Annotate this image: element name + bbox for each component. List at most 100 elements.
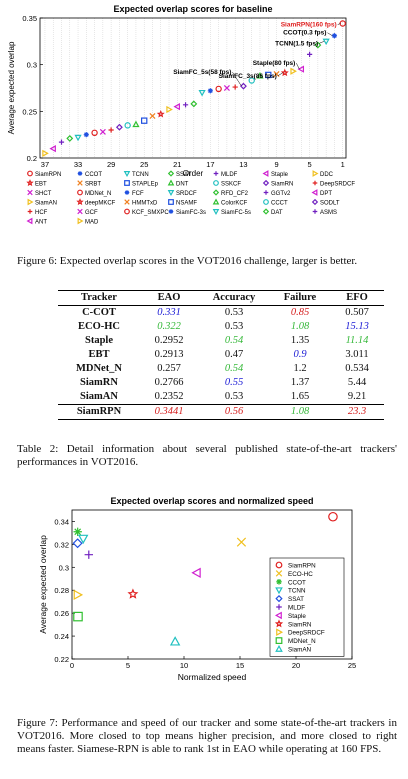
y-tick-label: 0.2 (27, 154, 37, 163)
legend-entry: SSAT (176, 172, 192, 178)
tracker-name: SiamRN (80, 377, 118, 388)
table-cell: 1.2 (293, 363, 307, 374)
table-cell: 0.257 (157, 363, 181, 374)
legend-marker (262, 179, 270, 187)
eao-point (91, 129, 98, 136)
legend-entry: ASMS (320, 210, 337, 216)
legend-marker (275, 570, 283, 577)
table-header-eao: EAO (157, 292, 181, 303)
legend-entry: SRBT (85, 182, 101, 188)
x-tick-label: 0 (70, 661, 74, 670)
eao-point (290, 67, 297, 75)
legend-entry: MAD (85, 220, 99, 226)
table-2: Tracker EAO Accuracy Failure EFO C-COT 0.… (58, 290, 384, 420)
y-tick-label: 0.3 (27, 61, 37, 70)
legend-marker (167, 170, 175, 177)
eao-point (339, 20, 346, 27)
figure-6-caption: Figure 6: Expected overlap scores in the… (17, 255, 358, 267)
scatter-points (72, 511, 338, 646)
table-cell: 1.35 (290, 335, 310, 346)
y-tick-label: 0.28 (54, 586, 69, 595)
table-header-efo: EFO (346, 292, 368, 303)
eao-point (215, 85, 222, 93)
eao-point (132, 120, 140, 128)
figure-7-caption: Figure 7: Performance and speed of our t… (17, 717, 397, 755)
x-tick-label: 15 (236, 661, 244, 670)
table-cell: 0.54 (224, 335, 244, 346)
annotation-label: Staple(80 fps) (253, 60, 296, 67)
legend-entry: ColorKCF (221, 201, 248, 207)
legend-entry: Staple (271, 172, 289, 178)
legend-entry: SiamRPN (288, 563, 316, 570)
legend-entry: SODLT (320, 201, 340, 207)
table-cell: 0.331 (157, 307, 181, 318)
legend-marker (27, 189, 33, 196)
table-cell: 23.3 (347, 406, 367, 417)
scatter-point (169, 636, 181, 646)
x-tick-label: 25 (348, 661, 356, 670)
eao-point (173, 103, 180, 111)
legend-marker (276, 579, 282, 585)
legend-entry: FCF (132, 191, 144, 197)
legend-marker (262, 170, 269, 177)
tracker-name: Staple (84, 335, 113, 346)
eao-point (124, 122, 131, 129)
x-tick-label: 10 (180, 661, 188, 670)
legend-entry: HMMTxD (132, 201, 158, 207)
annotation-label: SiamFC_5s(58 fps) (173, 69, 231, 76)
tracker-name: SiamRPN (76, 406, 122, 417)
legend-marker (275, 587, 283, 595)
legend-entry: SiamAN (35, 201, 57, 207)
table-row: SiamAN 0.2352 0.53 1.65 9.21 (58, 390, 384, 405)
legend-entry: MLDF (221, 172, 238, 178)
legend-entry: DAT (271, 210, 283, 216)
legend-entry: SiamRN (271, 182, 293, 188)
legend-entry: ECO-HC (288, 571, 313, 578)
figure-6: Expected overlap scores for baseline 0.35… (0, 0, 408, 232)
legend-entry: NSAMF (176, 201, 197, 207)
table-cell: 0.3441 (154, 406, 184, 417)
legend-marker (77, 189, 83, 196)
table-cell: 0.56 (224, 406, 244, 417)
table-cell: 0.507 (345, 307, 369, 318)
y-tick-label: 0.24 (54, 632, 69, 641)
annotation-arrow (277, 72, 283, 77)
table-2-caption: Table 2: Detail information about severa… (17, 443, 397, 468)
legend-entry: SHCT (35, 191, 52, 197)
eao-point (149, 112, 156, 120)
eao-point (42, 149, 49, 157)
legend-entry: DeepSRDCF (320, 182, 355, 188)
eao-point (240, 82, 247, 90)
legend-entry: CCOT (288, 579, 306, 586)
legend-marker (27, 198, 34, 206)
legend-entry: SiamFC-5s (221, 210, 251, 216)
table-cell: 0.2913 (154, 349, 184, 360)
plot-frame (39, 17, 347, 159)
table-cell: 15.13 (345, 321, 369, 332)
figure-6-legend: SiamRPN CCOT TCNN SSAT MLDF Staple DDC EBT SRBT S… (26, 170, 355, 226)
eao-point (322, 38, 330, 46)
legend-marker (312, 180, 318, 186)
table-cell: 11.14 (345, 335, 369, 346)
eao-point (166, 105, 173, 114)
x-tick-label: 29 (107, 160, 115, 169)
eao-point (297, 65, 305, 73)
x-axis-label: Normalized speed (178, 672, 247, 682)
x-tick-label: 13 (239, 160, 247, 169)
eao-point (331, 33, 338, 39)
x-tick-label: 9 (274, 160, 278, 169)
table-cell: 0.55 (224, 377, 244, 388)
y-tick-label: 0.35 (22, 14, 37, 23)
legend-marker (311, 189, 318, 196)
table-cell: 3.011 (345, 349, 369, 360)
legend-marker (26, 217, 33, 225)
y-tick-label: 0.32 (54, 540, 69, 549)
legend-marker (124, 180, 130, 186)
legend-marker (311, 198, 319, 206)
legend-marker (312, 209, 318, 214)
eao-point (141, 117, 148, 124)
table-row: SiamRN 0.2766 0.55 1.37 5.44 (58, 376, 384, 390)
table-cell: 0.53 (224, 307, 244, 318)
figure-7-plot: Expected overlap scores and normalized s… (38, 496, 356, 682)
legend-entry: RFD_CF2 (221, 191, 249, 197)
